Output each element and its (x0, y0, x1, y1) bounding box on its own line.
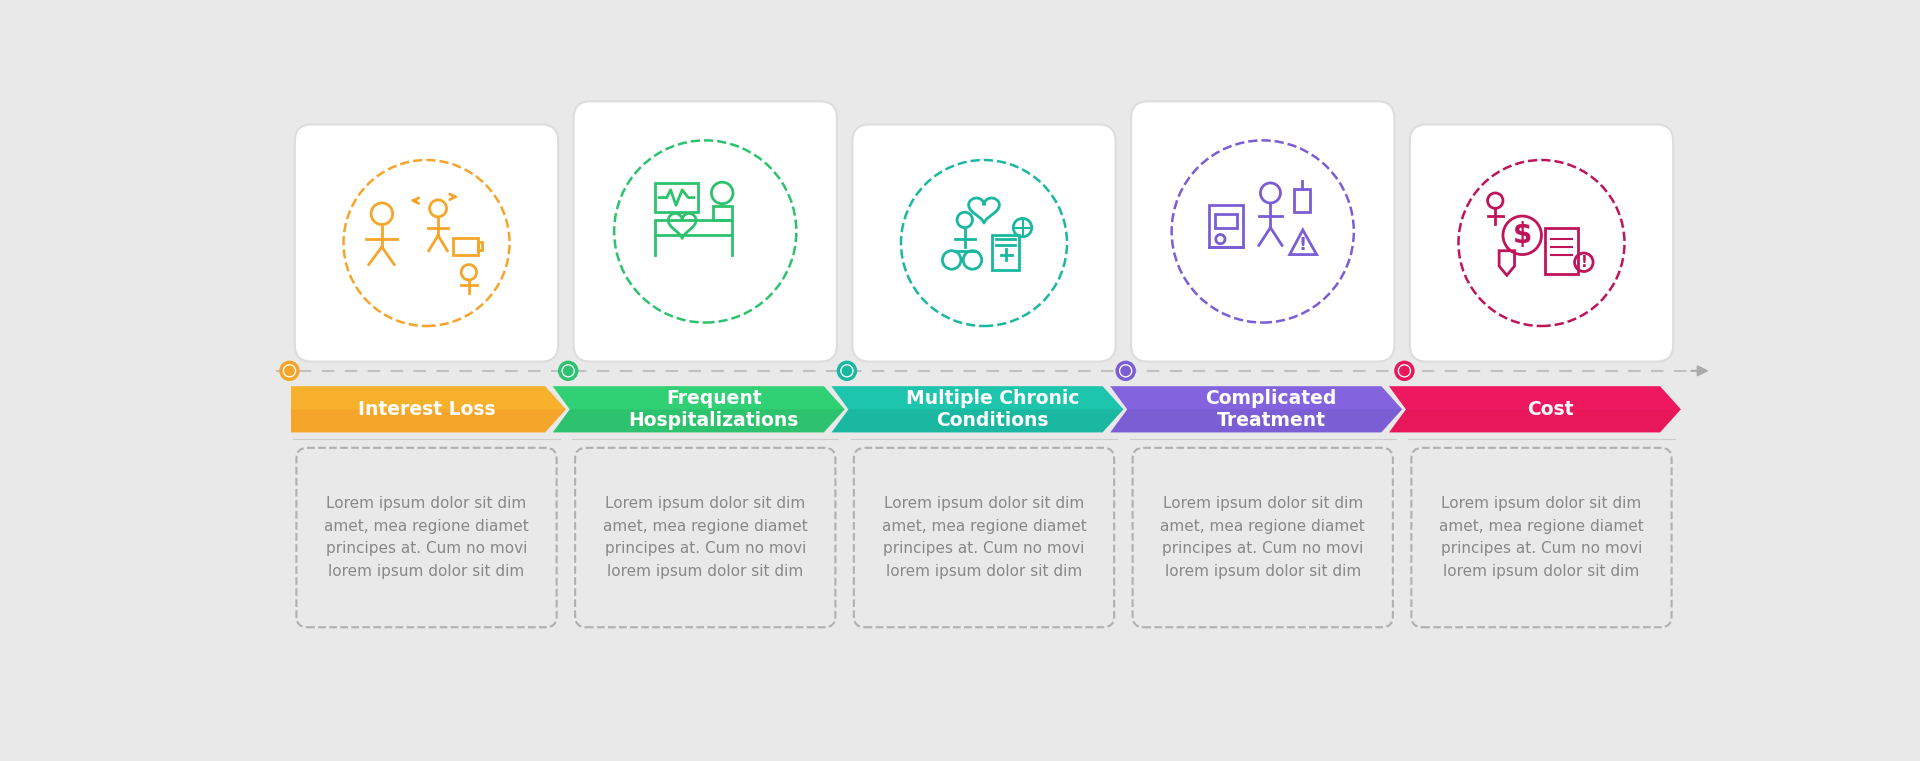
Bar (655, 183, 697, 212)
Bar (1294, 189, 1311, 212)
Text: Complicated
Treatment: Complicated Treatment (1206, 389, 1336, 430)
FancyBboxPatch shape (574, 101, 837, 361)
Bar (453, 237, 478, 255)
Text: Lorem ipsum dolor sit dim
amet, mea regione diamet
principes at. Cum no movi
lor: Lorem ipsum dolor sit dim amet, mea regi… (324, 496, 528, 579)
FancyBboxPatch shape (1409, 125, 1672, 361)
Polygon shape (1388, 387, 1680, 432)
Text: Lorem ipsum dolor sit dim
amet, mea regione diamet
principes at. Cum no movi
lor: Lorem ipsum dolor sit dim amet, mea regi… (1160, 496, 1365, 579)
Circle shape (563, 365, 574, 376)
Bar (993, 235, 1020, 270)
Text: $: $ (1513, 221, 1532, 250)
Circle shape (284, 365, 296, 376)
Text: Lorem ipsum dolor sit dim
amet, mea regione diamet
principes at. Cum no movi
lor: Lorem ipsum dolor sit dim amet, mea regi… (881, 496, 1087, 579)
Text: Frequent
Hospitalizations: Frequent Hospitalizations (628, 389, 799, 430)
Text: Interest Loss: Interest Loss (357, 400, 495, 419)
Circle shape (1119, 365, 1131, 376)
Bar (712, 206, 732, 220)
Text: Multiple Chronic
Conditions: Multiple Chronic Conditions (906, 389, 1079, 430)
Text: !: ! (1298, 237, 1308, 254)
Bar (478, 242, 482, 250)
FancyBboxPatch shape (852, 125, 1116, 361)
Polygon shape (292, 387, 566, 432)
Circle shape (839, 362, 856, 379)
Text: Lorem ipsum dolor sit dim
amet, mea regione diamet
principes at. Cum no movi
lor: Lorem ipsum dolor sit dim amet, mea regi… (603, 496, 808, 579)
Text: !: ! (1580, 255, 1588, 269)
FancyBboxPatch shape (296, 125, 559, 361)
Circle shape (1117, 362, 1135, 379)
Circle shape (280, 362, 298, 379)
Text: Cost: Cost (1526, 400, 1572, 419)
Polygon shape (1388, 387, 1680, 409)
Polygon shape (831, 387, 1123, 409)
Polygon shape (553, 387, 845, 432)
Circle shape (841, 365, 852, 376)
Polygon shape (553, 387, 845, 409)
Bar (1546, 228, 1578, 274)
Bar (1210, 205, 1244, 247)
Circle shape (1396, 362, 1413, 379)
Text: Lorem ipsum dolor sit dim
amet, mea regione diamet
principes at. Cum no movi
lor: Lorem ipsum dolor sit dim amet, mea regi… (1440, 496, 1644, 579)
Polygon shape (1110, 387, 1402, 409)
Bar (1215, 214, 1236, 228)
Circle shape (561, 362, 576, 379)
Bar (655, 220, 732, 235)
Polygon shape (831, 387, 1123, 432)
FancyBboxPatch shape (1131, 101, 1394, 361)
Polygon shape (292, 387, 566, 409)
Polygon shape (1110, 387, 1402, 432)
Circle shape (1400, 365, 1409, 376)
